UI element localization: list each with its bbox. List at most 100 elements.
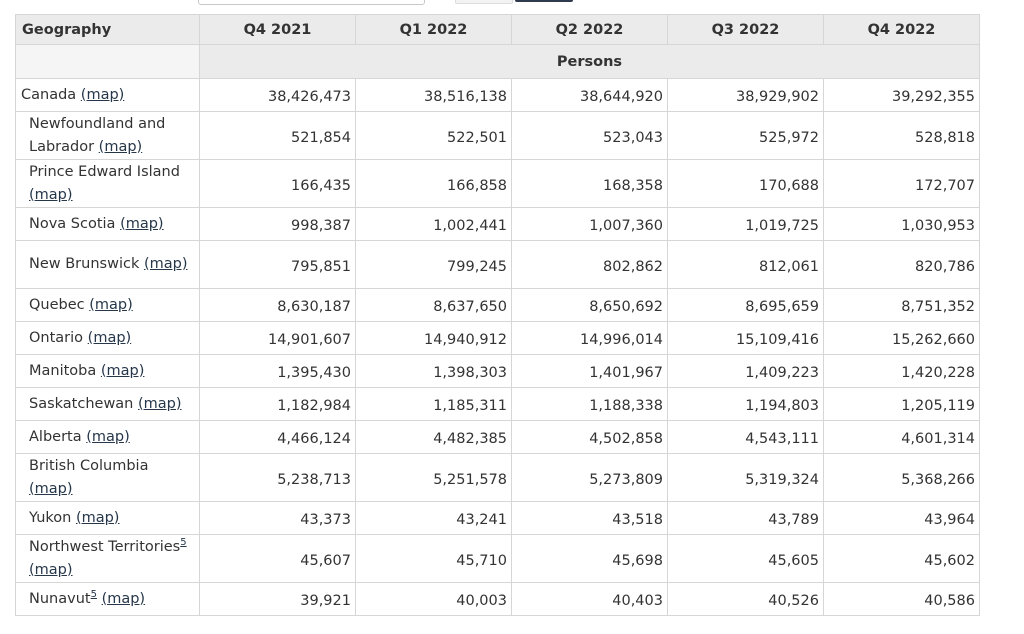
value-cell: 528,818 [823, 111, 980, 160]
value-cell: 1,194,803 [667, 387, 824, 421]
header-q4-2022: Q4 2022 [823, 14, 980, 45]
value-cell: 1,007,360 [511, 207, 668, 241]
value-cell: 14,901,607 [199, 321, 356, 355]
value-cell: 43,789 [667, 501, 824, 535]
value-cell: 8,637,650 [355, 288, 512, 322]
value-cell: 39,921 [199, 582, 356, 616]
value-cell: 38,516,138 [355, 78, 512, 112]
footnote-link[interactable]: 5 [90, 588, 97, 600]
value-cell: 802,862 [511, 240, 668, 289]
geography-name: Nunavut [29, 590, 91, 607]
value-cell: 1,398,303 [355, 354, 512, 388]
header-q3-2022: Q3 2022 [667, 14, 824, 45]
geography-name: Manitoba [29, 362, 97, 379]
value-cell: 43,373 [199, 501, 356, 535]
value-cell: 40,003 [355, 582, 512, 616]
value-cell: 170,688 [667, 159, 824, 208]
value-cell: 45,605 [667, 534, 824, 583]
value-cell: 14,996,014 [511, 321, 668, 355]
value-cell: 43,964 [823, 501, 980, 535]
map-link[interactable]: (map) [80, 86, 125, 103]
map-link[interactable]: (map) [143, 256, 188, 272]
value-cell: 39,292,355 [823, 78, 980, 112]
map-link[interactable]: (map) [89, 296, 133, 313]
value-cell: 1,401,967 [511, 354, 668, 388]
geography-cell: Canada (map) [15, 78, 200, 112]
table-row: Yukon (map) 43,373 43,241 43,518 43,789 43,96… [15, 501, 980, 535]
value-cell: 5,368,266 [823, 453, 980, 502]
geography-name: Saskatchewan [29, 395, 134, 412]
value-cell: 5,273,809 [511, 453, 668, 502]
map-link[interactable]: (map) [29, 480, 73, 497]
map-link[interactable]: (map) [86, 428, 130, 445]
search-input[interactable] [198, 0, 425, 5]
top-controls [0, 0, 1024, 5]
map-link[interactable]: (map) [100, 362, 145, 379]
value-cell: 8,630,187 [199, 288, 356, 322]
map-link[interactable]: (map) [120, 215, 164, 232]
value-cell: 40,586 [823, 582, 980, 616]
value-cell: 40,403 [511, 582, 668, 616]
value-cell: 38,929,902 [667, 78, 824, 112]
apply-button[interactable] [515, 0, 573, 2]
unit-row: Persons [15, 44, 980, 79]
map-link[interactable]: (map) [75, 509, 120, 526]
value-cell: 1,395,430 [199, 354, 356, 388]
reset-button[interactable] [455, 0, 513, 4]
value-cell: 522,501 [355, 111, 512, 160]
value-cell: 1,002,441 [355, 207, 512, 241]
header-q1-2022: Q1 2022 [355, 14, 512, 45]
table-row: Ontario (map) 14,901,607 14,940,912 14,996,… [15, 321, 980, 355]
geography-cell: Alberta (map) [15, 420, 200, 454]
value-cell: 1,188,338 [511, 387, 668, 421]
value-cell: 1,205,119 [823, 387, 980, 421]
map-link[interactable]: (map) [137, 395, 182, 412]
value-cell: 1,182,984 [199, 387, 356, 421]
map-link[interactable]: (map) [101, 590, 146, 607]
value-cell: 1,185,311 [355, 387, 512, 421]
table-row: Nunavut5 (map) 39,921 40,003 40,403 40,526 40… [15, 582, 980, 616]
value-cell: 45,607 [199, 534, 356, 583]
value-cell: 4,502,858 [511, 420, 668, 454]
value-cell: 166,858 [355, 159, 512, 208]
value-cell: 8,751,352 [823, 288, 980, 322]
map-link[interactable]: (map) [98, 138, 143, 155]
table-row: Alberta (map) 4,466,124 4,482,385 4,502,858… [15, 420, 980, 454]
value-cell: 45,698 [511, 534, 668, 583]
value-cell: 45,710 [355, 534, 512, 583]
table-row: Quebec (map) 8,630,187 8,637,650 8,650,692 8… [15, 288, 980, 322]
footnote-link[interactable]: 5 [180, 536, 187, 548]
header-q4-2021: Q4 2021 [199, 14, 356, 45]
geography-name: Northwest Territories [29, 538, 181, 555]
geography-cell: British Columbia (map) [15, 453, 200, 502]
table-row: Manitoba (map) 1,395,430 1,398,303 1,401,96… [15, 354, 980, 388]
value-cell: 1,019,725 [667, 207, 824, 241]
value-cell: 43,241 [355, 501, 512, 535]
value-cell: 38,426,473 [199, 78, 356, 112]
value-cell: 38,644,920 [511, 78, 668, 112]
value-cell: 523,043 [511, 111, 668, 160]
table-row: New Brunswick (map) 795,851 799,245 802,862… [15, 240, 980, 289]
map-link[interactable]: (map) [29, 186, 73, 203]
geography-name: Quebec [29, 296, 85, 313]
geography-cell: Prince Edward Island (map) [15, 159, 200, 208]
map-link[interactable]: (map) [87, 329, 132, 346]
geography-name: British Columbia [29, 457, 149, 474]
table-row: British Columbia (map) 5,238,713 5,251,578… [15, 453, 980, 502]
map-link[interactable]: (map) [29, 561, 73, 578]
geography-cell: Nova Scotia (map) [15, 207, 200, 241]
value-cell: 1,420,228 [823, 354, 980, 388]
header-geography: Geography [15, 14, 200, 45]
table-row: Saskatchewan (map) 1,182,984 1,185,311 1,18… [15, 387, 980, 421]
value-cell: 1,409,223 [667, 354, 824, 388]
value-cell: 5,251,578 [355, 453, 512, 502]
geography-cell: Ontario (map) [15, 321, 200, 355]
value-cell: 15,262,660 [823, 321, 980, 355]
value-cell: 998,387 [199, 207, 356, 241]
value-cell: 43,518 [511, 501, 668, 535]
value-cell: 8,650,692 [511, 288, 668, 322]
table-row: Nova Scotia (map) 998,387 1,002,441 1,007,3… [15, 207, 980, 241]
geography-cell: Newfoundland and Labrador (map) [15, 111, 200, 160]
geography-name: Yukon [29, 509, 72, 526]
geography-name: New Brunswick [29, 256, 140, 272]
